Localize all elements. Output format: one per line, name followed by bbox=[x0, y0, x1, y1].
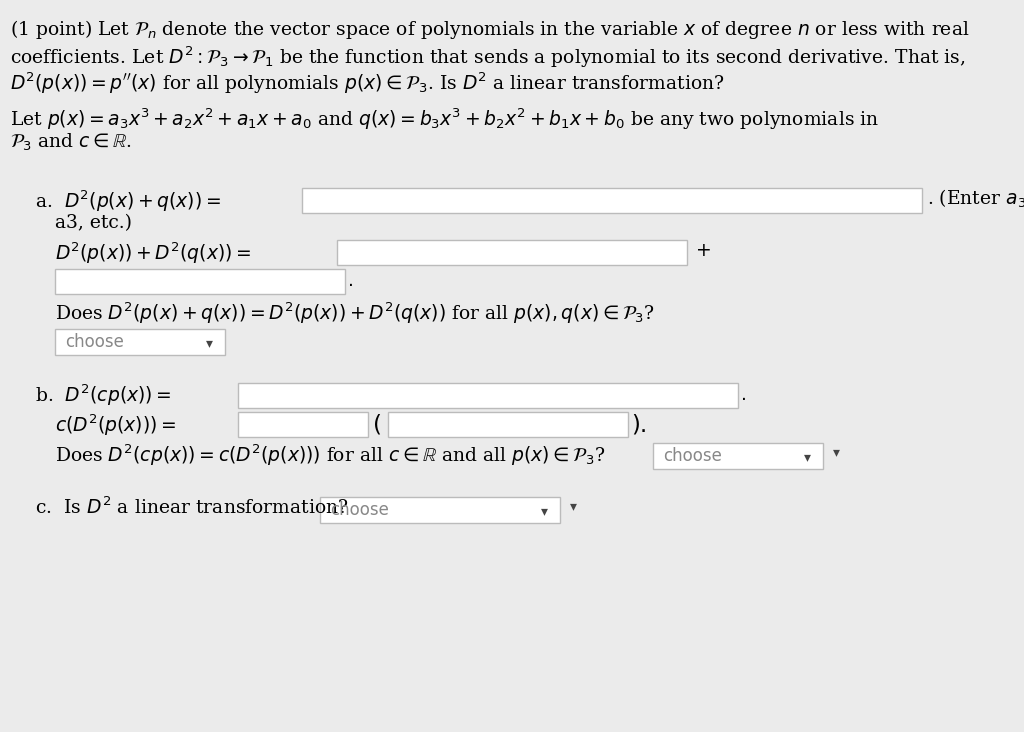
Text: b.  $D^2(cp(x)) =$: b. $D^2(cp(x)) =$ bbox=[35, 383, 171, 408]
Text: Does $D^2(p(x) + q(x)) = D^2(p(x)) + D^2(q(x))$ for all $p(x), q(x) \in \mathcal: Does $D^2(p(x) + q(x)) = D^2(p(x)) + D^2… bbox=[55, 301, 655, 326]
Text: Let $p(x) = a_3x^3 + a_2x^2 + a_1x + a_0$ and $q(x) = b_3x^3 + b_2x^2 + b_1x + b: Let $p(x) = a_3x^3 + a_2x^2 + a_1x + a_0… bbox=[10, 106, 879, 132]
Text: Does $D^2(cp(x)) = c(D^2(p(x)))$ for all $c \in \mathbb{R}$ and all $p(x) \in \m: Does $D^2(cp(x)) = c(D^2(p(x)))$ for all… bbox=[55, 443, 605, 468]
Text: ▾: ▾ bbox=[833, 445, 840, 459]
FancyBboxPatch shape bbox=[337, 240, 687, 265]
Text: $\mathcal{P}_3$ and $c \in \mathbb{R}$.: $\mathcal{P}_3$ and $c \in \mathbb{R}$. bbox=[10, 132, 132, 153]
Text: ▾: ▾ bbox=[206, 336, 213, 350]
FancyBboxPatch shape bbox=[238, 412, 368, 437]
Text: a3, etc.): a3, etc.) bbox=[55, 214, 132, 232]
FancyBboxPatch shape bbox=[238, 383, 738, 408]
Text: choose: choose bbox=[663, 447, 722, 465]
FancyBboxPatch shape bbox=[388, 412, 628, 437]
Text: .: . bbox=[741, 385, 746, 404]
Text: .: . bbox=[348, 271, 354, 290]
Text: ▾: ▾ bbox=[541, 504, 548, 518]
FancyBboxPatch shape bbox=[319, 497, 560, 523]
FancyBboxPatch shape bbox=[55, 329, 225, 355]
Text: (1 point) Let $\mathcal{P}_n$ denote the vector space of polynomials in the vari: (1 point) Let $\mathcal{P}_n$ denote the… bbox=[10, 18, 970, 41]
Text: . (Enter $a_3$ as: . (Enter $a_3$ as bbox=[927, 188, 1024, 210]
Text: ▾: ▾ bbox=[570, 499, 577, 513]
Text: ▾: ▾ bbox=[804, 450, 811, 464]
FancyBboxPatch shape bbox=[302, 188, 922, 213]
Text: $c(D^2(p(x))) =$: $c(D^2(p(x))) =$ bbox=[55, 412, 176, 438]
Text: $D^2(p(x)) + D^2(q(x)) =$: $D^2(p(x)) + D^2(q(x)) =$ bbox=[55, 240, 251, 266]
Text: choose: choose bbox=[65, 333, 124, 351]
FancyBboxPatch shape bbox=[55, 269, 345, 294]
Text: $+$: $+$ bbox=[695, 242, 711, 260]
Text: $D^2(p(x)) = p^{\prime\prime}(x)$ for all polynomials $p(x) \in \mathcal{P}_3$. : $D^2(p(x)) = p^{\prime\prime}(x)$ for al… bbox=[10, 70, 725, 95]
Text: choose: choose bbox=[330, 501, 389, 519]
Text: c.  Is $D^2$ a linear transformation?: c. Is $D^2$ a linear transformation? bbox=[35, 497, 349, 518]
Text: ).: ). bbox=[631, 414, 647, 437]
Text: coefficients. Let $D^2 : \mathcal{P}_3 \rightarrow \mathcal{P}_1$ be the functio: coefficients. Let $D^2 : \mathcal{P}_3 \… bbox=[10, 44, 966, 70]
Text: a.  $D^2(p(x) + q(x)) =$: a. $D^2(p(x) + q(x)) =$ bbox=[35, 188, 221, 214]
FancyBboxPatch shape bbox=[653, 443, 823, 469]
Text: (: ( bbox=[373, 414, 382, 437]
